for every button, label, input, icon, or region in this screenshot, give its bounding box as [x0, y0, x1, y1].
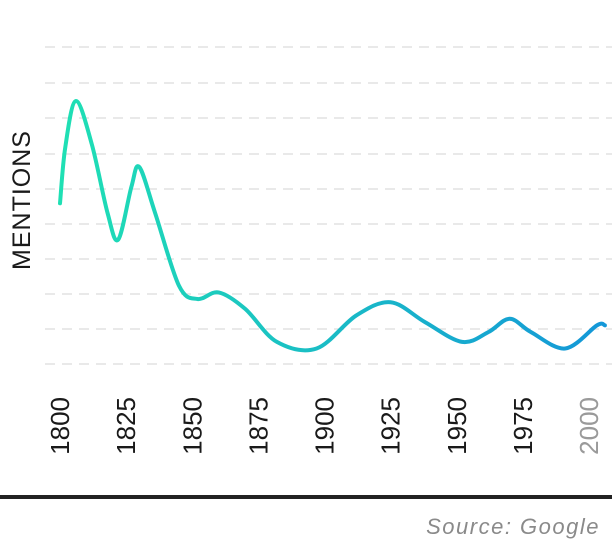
mentions-line-chart: MENTIONS 1800 1825 1850 1875 1900 1925 1950 197… [8, 46, 612, 455]
source-note: Source: Google [426, 514, 600, 539]
x-tick-label: 1950 [442, 397, 472, 455]
x-axis-ticks: 1800 1825 1850 1875 1900 1925 1950 1975 2000 [45, 397, 604, 455]
x-tick-label: 2000 [574, 397, 604, 455]
series-line [58, 99, 607, 353]
x-tick-label: 1825 [111, 397, 141, 455]
x-tick-label: 1875 [243, 397, 273, 455]
x-tick-label: 1800 [45, 397, 75, 455]
x-tick-label: 1925 [376, 397, 406, 455]
y-axis-label: MENTIONS [8, 130, 36, 270]
gridlines [45, 46, 612, 365]
baseline [0, 495, 612, 499]
x-tick-label: 1975 [508, 397, 538, 455]
x-tick-label: 1850 [177, 397, 207, 455]
x-tick-label: 1900 [310, 397, 340, 455]
